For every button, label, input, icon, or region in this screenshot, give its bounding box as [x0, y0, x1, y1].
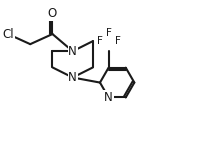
Text: F: F — [115, 36, 121, 46]
Text: O: O — [48, 7, 57, 20]
Text: N: N — [68, 45, 77, 58]
Text: Cl: Cl — [2, 28, 14, 41]
Text: F: F — [106, 28, 112, 38]
Text: N: N — [68, 71, 77, 84]
Text: F: F — [96, 36, 102, 46]
Text: N: N — [104, 91, 113, 104]
